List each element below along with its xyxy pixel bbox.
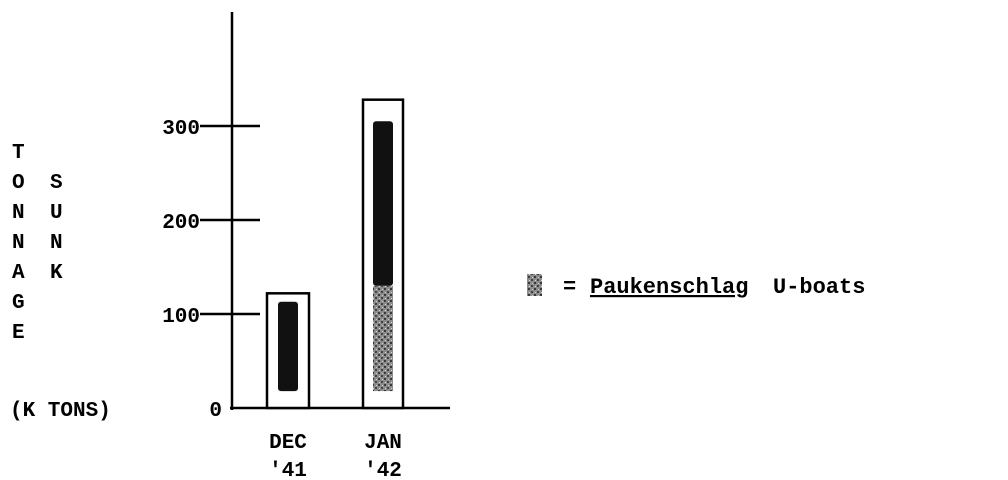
x-category-year: '42 — [364, 460, 402, 480]
bar-segment-other — [278, 301, 298, 392]
legend-entry-name: Paukenschlag — [590, 275, 748, 300]
ylabel-letter: S — [50, 172, 63, 195]
ylabel-letter: O — [12, 172, 25, 195]
y-tick-label: 200 — [162, 212, 200, 235]
legend-swatch — [527, 274, 542, 296]
ylabel-letter: N — [12, 232, 25, 255]
x-category-year: '41 — [269, 460, 307, 480]
y-tick-label: 100 — [162, 306, 200, 329]
x-category-label: DEC — [269, 432, 307, 455]
ylabel-letter: U — [50, 202, 63, 225]
ylabel-letter: E — [12, 322, 25, 345]
y-ticks: 0 100 200 300 — [162, 118, 260, 423]
bars — [265, 98, 405, 410]
legend: = Paukenschlag U-boats — [527, 274, 865, 300]
bar-segment-other — [373, 121, 393, 286]
ylabel-letter: K — [50, 262, 63, 285]
ylabel-tonnage: T O N N A G E — [12, 142, 25, 345]
ylabel-letter: A — [12, 262, 25, 285]
x-categories: DEC '41 JAN '42 — [269, 432, 402, 480]
ylabel-letter: N — [50, 232, 63, 255]
ylabel-letter: G — [12, 292, 25, 315]
yunit-label: (K TONS) — [10, 400, 111, 423]
legend-entry-suffix: U-boats — [773, 275, 865, 300]
legend-equals: = — [563, 275, 576, 300]
y-tick-label: 300 — [162, 118, 200, 141]
y-tick-label: 0 — [209, 400, 222, 423]
x-category-label: JAN — [364, 432, 402, 455]
ylabel-sunk: S U N K — [50, 172, 63, 285]
ylabel-letter: N — [12, 202, 25, 225]
ylabel-letter: T — [12, 142, 25, 165]
bar-segment-paukenschlag — [373, 285, 393, 392]
